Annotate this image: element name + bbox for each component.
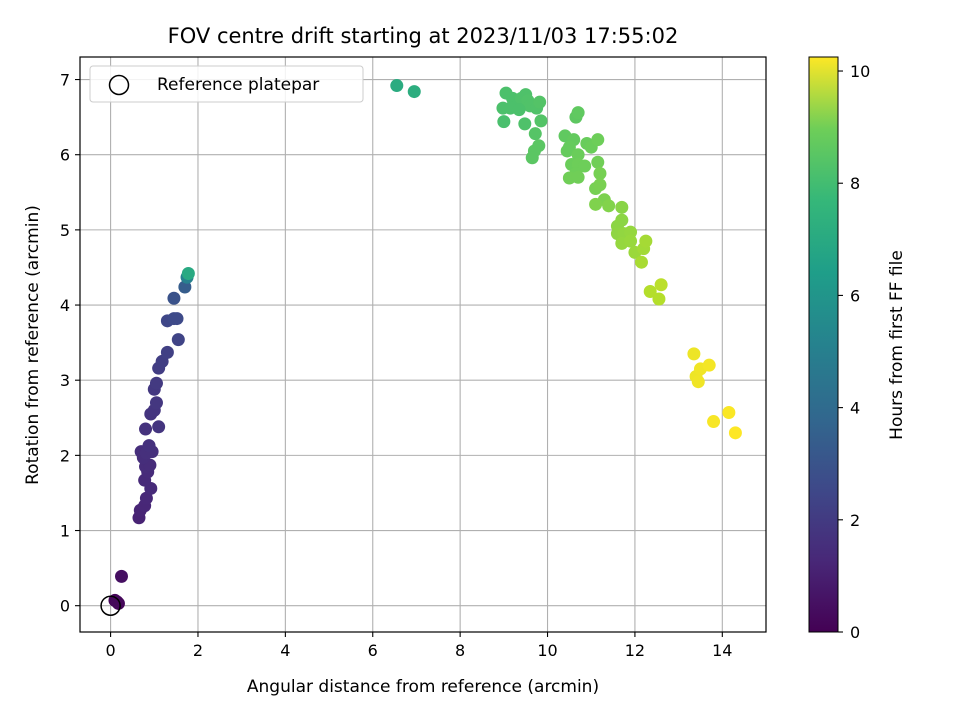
reference-marker-group xyxy=(100,595,121,616)
data-point xyxy=(593,167,607,181)
x-tick-label: 0 xyxy=(105,641,115,660)
data-point xyxy=(528,127,542,141)
colorbar-tick-label: 2 xyxy=(850,511,860,530)
colorbar-label: Hours from first FF file xyxy=(887,250,907,440)
x-tick-label: 8 xyxy=(455,641,465,660)
y-tick-label: 2 xyxy=(60,446,70,465)
y-tick-label: 5 xyxy=(60,221,70,240)
legend-box xyxy=(89,65,364,103)
data-point xyxy=(181,266,195,280)
y-tick-label: 6 xyxy=(60,146,70,165)
data-point xyxy=(578,159,592,173)
data-point xyxy=(390,79,404,93)
data-point xyxy=(634,255,648,269)
data-point xyxy=(560,144,574,158)
x-tick-label: 10 xyxy=(537,641,557,660)
x-tick-label: 4 xyxy=(280,641,290,660)
y-tick-label: 1 xyxy=(60,522,70,541)
data-point xyxy=(624,225,638,239)
data-point xyxy=(518,117,532,131)
colorbar-ticks: 0 2 4 6 8 10 xyxy=(838,62,870,642)
colorbar-tick-label: 0 xyxy=(850,623,860,642)
data-point xyxy=(589,197,603,211)
chart-title: FOV centre drift starting at 2023/11/03 … xyxy=(168,24,679,48)
data-point xyxy=(728,426,742,440)
data-point xyxy=(722,406,736,420)
colorbar-frame xyxy=(808,56,839,633)
y-tick-label: 0 xyxy=(60,597,70,616)
y-tick-label: 7 xyxy=(60,71,70,90)
data-point xyxy=(591,155,605,169)
colorbar-tick-label: 10 xyxy=(850,62,870,81)
colorbar: 0 2 4 6 8 10 Hours from first FF file xyxy=(808,56,907,642)
grid-lines xyxy=(80,57,766,632)
data-point xyxy=(407,85,421,99)
data-point xyxy=(571,106,585,120)
data-point xyxy=(525,151,539,165)
data-point xyxy=(593,178,607,192)
data-point xyxy=(624,234,638,248)
data-point xyxy=(152,420,166,434)
colorbar-tick-label: 4 xyxy=(850,399,860,418)
data-point xyxy=(149,396,163,410)
legend: Reference platepar xyxy=(89,65,364,103)
data-point xyxy=(178,280,192,294)
legend-reference-marker xyxy=(108,74,130,96)
data-point xyxy=(707,415,721,429)
data-point xyxy=(160,345,174,359)
y-tick-label: 3 xyxy=(60,371,70,390)
data-point xyxy=(142,439,156,453)
reference-platepar-marker xyxy=(100,595,121,616)
data-point xyxy=(171,333,185,347)
data-point xyxy=(691,375,705,389)
data-point xyxy=(534,114,548,128)
colorbar-tick-label: 8 xyxy=(850,174,860,193)
data-point xyxy=(687,347,701,361)
y-axis-label: Rotation from reference (arcmin) xyxy=(23,205,43,485)
y-tick-label: 4 xyxy=(60,296,70,315)
colorbar-gradient xyxy=(809,57,838,632)
data-point xyxy=(643,285,657,299)
data-point xyxy=(115,569,129,583)
data-point xyxy=(652,292,666,306)
data-point xyxy=(591,133,605,147)
x-tick-label: 2 xyxy=(193,641,203,660)
data-point xyxy=(571,170,585,184)
data-point xyxy=(615,200,629,214)
data-point xyxy=(139,491,153,505)
data-point xyxy=(170,312,184,326)
data-point xyxy=(139,422,153,436)
data-point xyxy=(571,148,585,162)
data-point xyxy=(512,103,526,117)
data-point xyxy=(149,376,163,390)
data-point xyxy=(639,234,653,248)
x-axis-ticks: 0 2 4 6 8 10 12 14 xyxy=(105,632,732,660)
data-point xyxy=(654,278,668,292)
data-point xyxy=(497,115,511,129)
colorbar-tick-label: 6 xyxy=(850,286,860,305)
data-point xyxy=(702,358,716,372)
y-axis-ticks: 0 1 2 3 4 5 6 7 xyxy=(60,71,80,616)
data-point xyxy=(602,199,616,213)
data-point xyxy=(110,595,124,609)
x-tick-label: 12 xyxy=(625,641,645,660)
legend-label: Reference platepar xyxy=(157,75,319,95)
data-point xyxy=(167,291,181,305)
scatter-points xyxy=(108,79,742,610)
x-tick-label: 6 xyxy=(368,641,378,660)
data-point xyxy=(533,95,547,109)
plot-frame xyxy=(79,56,767,633)
x-tick-label: 14 xyxy=(712,641,732,660)
x-axis-label: Angular distance from reference (arcmin) xyxy=(247,677,599,697)
